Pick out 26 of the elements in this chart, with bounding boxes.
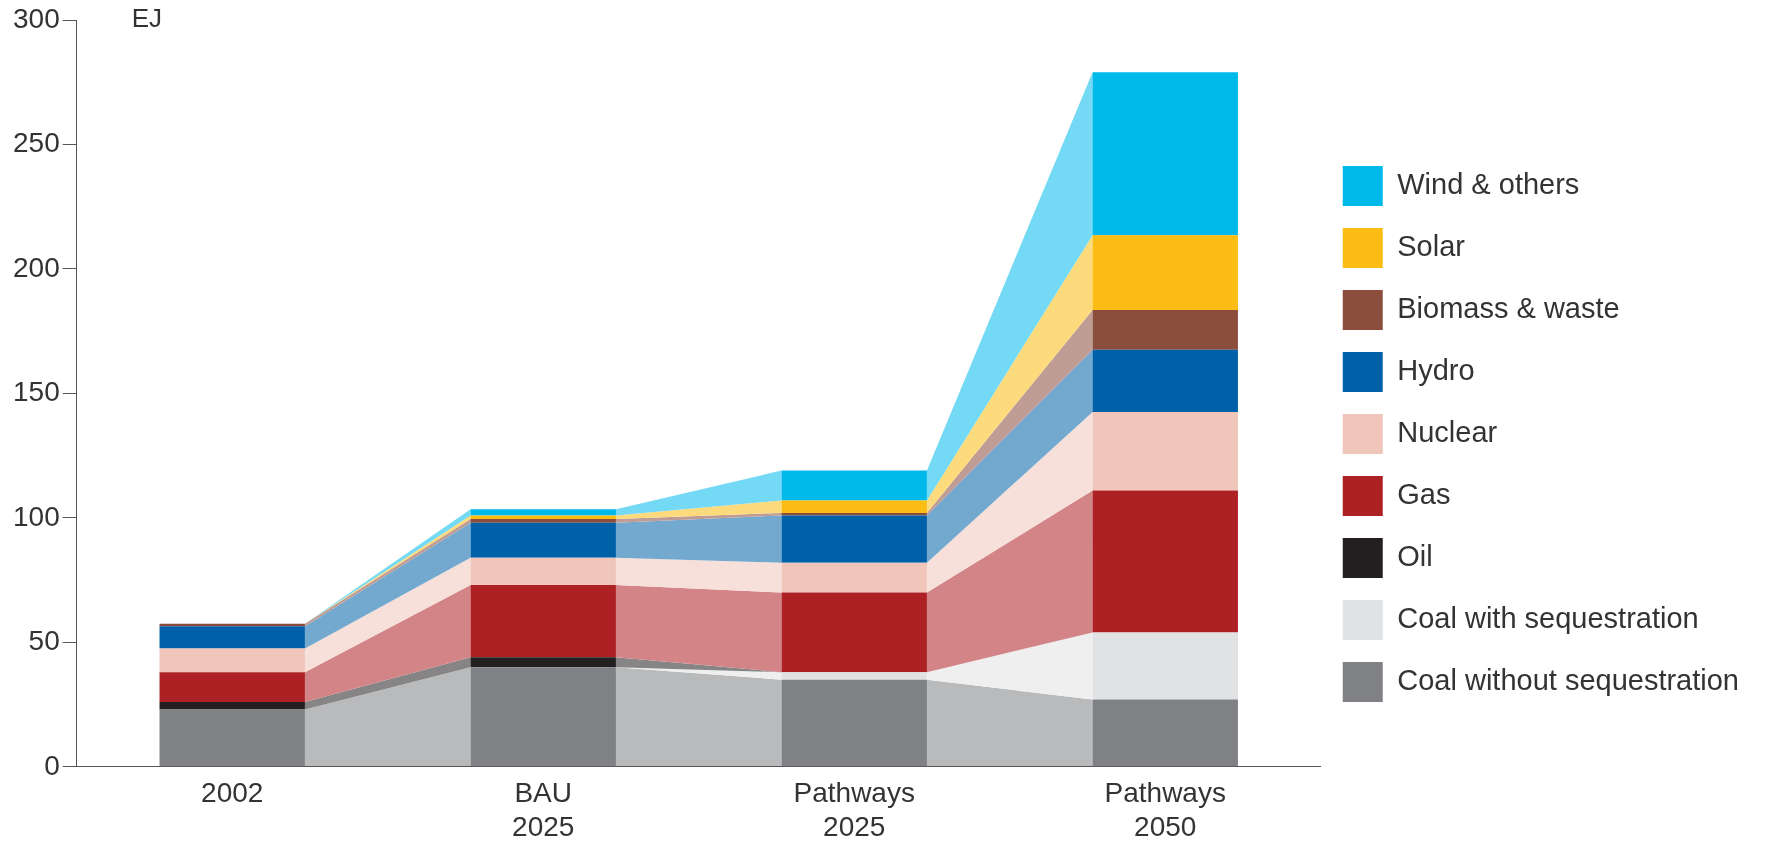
y-tick-label: 0: [44, 749, 60, 781]
x-tick-label: BAU 2025: [512, 777, 575, 842]
legend-label: Coal without sequestration: [1397, 664, 1740, 696]
bar: [159, 702, 305, 710]
y-tick-label: 200: [13, 251, 60, 283]
legend-label: Biomass & waste: [1397, 292, 1620, 324]
legend-label: Wind & others: [1397, 168, 1580, 200]
y-tick-label: 50: [28, 625, 60, 657]
y-tick-label: 250: [13, 127, 60, 159]
x-tick-label: 2002: [201, 777, 264, 809]
y-tick-label: 150: [13, 376, 60, 408]
y-tick-label: 300: [13, 2, 60, 34]
x-tick-label: Pathways 2025: [793, 777, 915, 842]
legend-label: Hydro: [1397, 354, 1475, 386]
legend-label: Coal with sequestration: [1397, 602, 1699, 634]
legend-label: Nuclear: [1397, 416, 1498, 448]
legend-label: Gas: [1397, 478, 1451, 510]
y-tick-label: 100: [13, 500, 60, 532]
bar: [159, 626, 305, 649]
bar: [1092, 310, 1238, 350]
bar: [1092, 349, 1238, 413]
legend-label: Oil: [1397, 540, 1433, 572]
x-tick-label: Pathways 2050: [1104, 777, 1226, 842]
bar: [1092, 235, 1238, 311]
legend-label: Solar: [1397, 230, 1466, 262]
y-axis-title: EJ: [131, 3, 163, 34]
